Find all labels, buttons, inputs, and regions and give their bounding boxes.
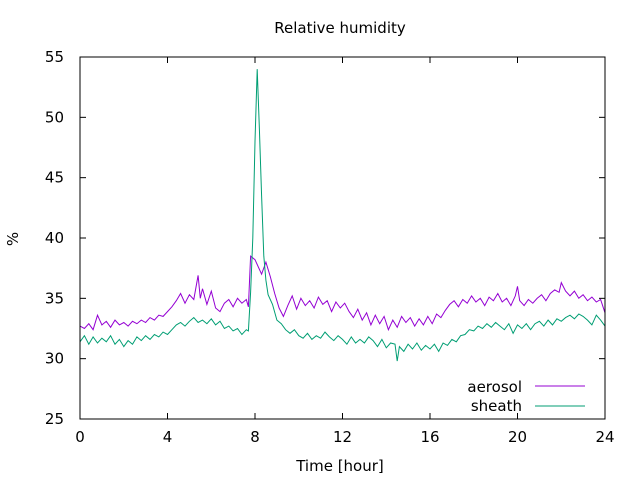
y-tick-label: 55	[45, 48, 64, 66]
ticks-layer: 0 4 8 12 16 20 24 25 30 35 40 45 50 55	[45, 48, 615, 446]
y-axis-label: %	[4, 232, 22, 246]
y-tick-label: 35	[45, 289, 64, 307]
series-line-aerosol	[79, 255, 606, 332]
x-tick-label: 4	[163, 428, 173, 446]
x-tick-label: 12	[333, 428, 352, 446]
y-tick-label: 25	[45, 410, 64, 428]
plot-frame	[79, 56, 606, 420]
y-tick-label: 45	[45, 169, 64, 187]
legend-label-sheath: sheath	[471, 397, 522, 415]
x-tick-label: 8	[250, 428, 260, 446]
x-tick-label: 24	[595, 428, 614, 446]
x-tick-label: 0	[75, 428, 85, 446]
series-layer	[79, 69, 606, 362]
x-tick-label: 20	[508, 428, 527, 446]
legend-label-aerosol: aerosol	[467, 378, 522, 396]
y-tick-label: 40	[45, 229, 64, 247]
x-tick-label: 16	[420, 428, 439, 446]
series-line-sheath	[79, 69, 606, 362]
y-tick-label: 50	[45, 108, 64, 126]
x-axis-label: Time [hour]	[295, 457, 384, 475]
y-tick-label: 30	[45, 350, 64, 368]
chart-title: Relative humidity	[274, 19, 406, 37]
legend: aerosol sheath	[467, 378, 585, 415]
